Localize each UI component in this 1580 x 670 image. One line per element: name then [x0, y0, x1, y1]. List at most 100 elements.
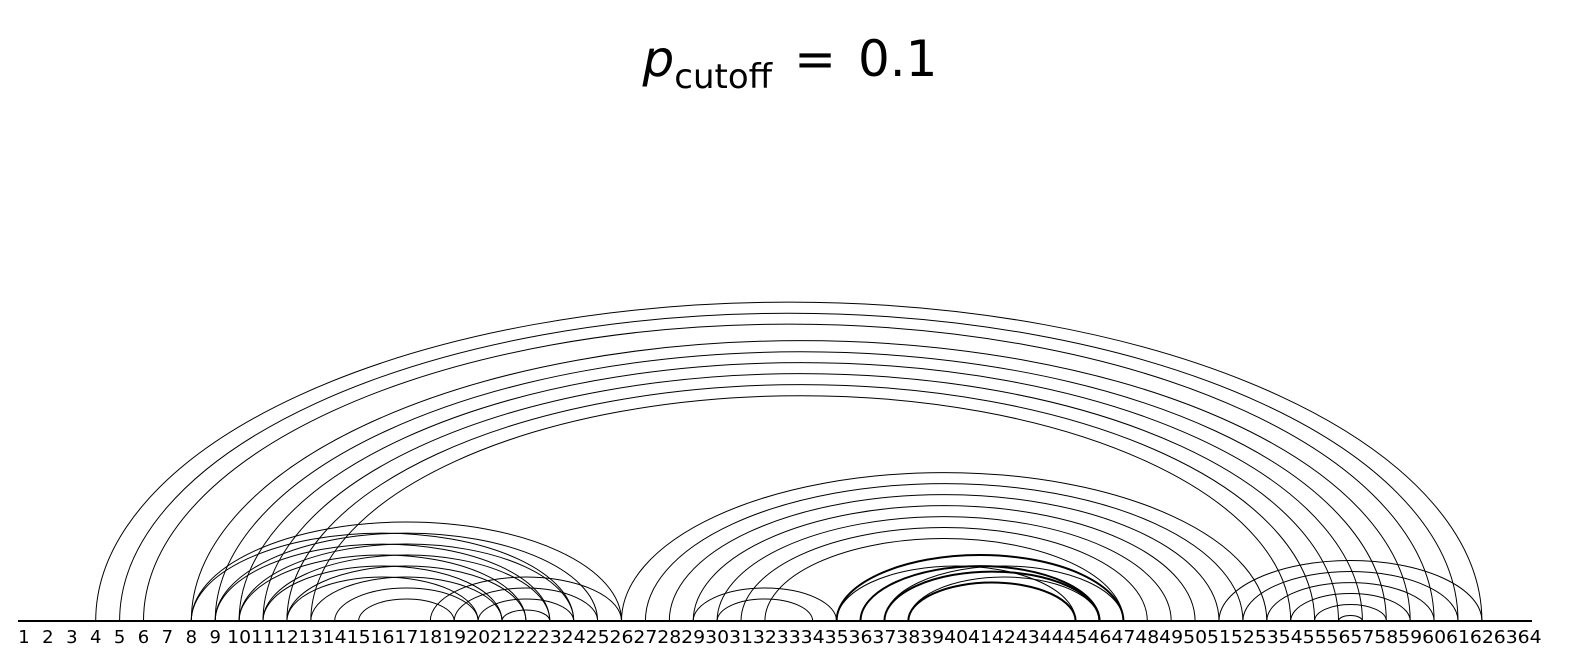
tick-label-23: 23	[538, 627, 562, 648]
tick-label-26: 26	[610, 627, 634, 648]
tick-label-10: 10	[227, 627, 251, 648]
tick-label-18: 18	[418, 627, 442, 648]
tick-label-55: 55	[1303, 627, 1327, 648]
tick-label-62: 62	[1470, 627, 1494, 648]
arc-11-56	[262, 373, 1339, 622]
arc-10-57	[238, 362, 1363, 622]
tick-label-36: 36	[849, 627, 873, 648]
arc-21-23	[501, 609, 551, 622]
tick-label-56: 56	[1327, 627, 1351, 648]
arc-20-24	[477, 598, 575, 622]
tick-label-53: 53	[1255, 627, 1279, 648]
tick-label-61: 61	[1446, 627, 1470, 648]
tick-label-28: 28	[657, 627, 681, 648]
tick-label-20: 20	[466, 627, 490, 648]
arc-51-62	[1218, 560, 1483, 622]
arc-27-52	[644, 483, 1244, 622]
tick-label-19: 19	[442, 627, 466, 648]
arc-13-21	[310, 576, 503, 622]
tick-label-40: 40	[944, 627, 968, 648]
tick-label-1: 1	[18, 627, 29, 648]
arc-12-20	[286, 576, 479, 622]
arc-18-26	[429, 576, 622, 622]
tick-label-11: 11	[251, 627, 275, 648]
tick-label-47: 47	[1111, 627, 1135, 648]
tick-label-6: 6	[138, 627, 149, 648]
arc-29-50	[692, 505, 1196, 622]
arc-10-22	[238, 554, 527, 622]
title-value: 0.1	[857, 30, 938, 88]
arc-30-49	[716, 516, 1172, 622]
tick-label-60: 60	[1422, 627, 1446, 648]
tick-label-58: 58	[1374, 627, 1398, 648]
tick-label-8: 8	[186, 627, 197, 648]
tick-label-64: 64	[1518, 627, 1542, 648]
tick-label-42: 42	[992, 627, 1016, 648]
tick-label-13: 13	[299, 627, 323, 648]
tick-label-43: 43	[1016, 627, 1040, 648]
bold-arc-37-46	[883, 570, 1101, 622]
arc-5-61	[119, 312, 1459, 622]
tick-label-5: 5	[114, 627, 125, 648]
tick-label-21: 21	[490, 627, 514, 648]
arc-9-23	[214, 543, 551, 622]
arc-4-62	[95, 301, 1483, 622]
arc-6-60	[143, 323, 1435, 622]
tick-label-29: 29	[681, 627, 705, 648]
arc-15-19	[358, 598, 455, 622]
tick-label-17: 17	[394, 627, 418, 648]
title-symbol: p	[642, 30, 675, 88]
tick-label-30: 30	[705, 627, 729, 648]
tick-label-41: 41	[968, 627, 992, 648]
arc-36-46	[860, 565, 1100, 622]
arc-52-61	[1242, 571, 1459, 622]
tick-label-44: 44	[1040, 627, 1064, 648]
arc-31-48	[740, 527, 1148, 622]
tick-label-12: 12	[275, 627, 299, 648]
arc-8-26	[190, 521, 622, 622]
tick-label-57: 57	[1350, 627, 1374, 648]
tick-label-3: 3	[66, 627, 77, 648]
tick-label-24: 24	[562, 627, 586, 648]
arc-9-25	[214, 532, 599, 622]
chart-title: pcutoff = 0.1	[0, 30, 1580, 97]
tick-label-49: 49	[1159, 627, 1183, 648]
arc-54-59	[1290, 593, 1411, 622]
arc-55-58	[1314, 604, 1387, 622]
arc-9-58	[214, 351, 1387, 622]
tick-label-7: 7	[162, 627, 173, 648]
tick-label-31: 31	[729, 627, 753, 648]
tick-label-46: 46	[1088, 627, 1112, 648]
tick-label-32: 32	[753, 627, 777, 648]
tick-label-16: 16	[371, 627, 395, 648]
arc-8-59	[190, 340, 1411, 622]
tick-labels: 1 2 3 4 5 6 7 8 9 10 11 12 13 14 15 16 17 18 19 20 21 22 23 24 2…	[18, 627, 1541, 648]
arc-8-24	[190, 532, 575, 622]
arc-28-51	[668, 494, 1220, 622]
tick-label-39: 39	[920, 627, 944, 648]
bold-arc-36-46	[859, 565, 1101, 622]
arc-10-24	[238, 543, 575, 622]
tick-label-27: 27	[633, 627, 657, 648]
tick-label-4: 4	[90, 627, 101, 648]
arc-12-22	[286, 565, 527, 622]
tick-label-52: 52	[1231, 627, 1255, 648]
tick-label-25: 25	[586, 627, 610, 648]
arc-11-21	[262, 565, 503, 622]
arc-19-25	[453, 587, 599, 622]
arc-53-60	[1266, 582, 1435, 622]
tick-label-9: 9	[209, 627, 220, 648]
arc-56-57	[1338, 615, 1363, 622]
tick-label-15: 15	[347, 627, 371, 648]
tick-label-35: 35	[825, 627, 849, 648]
tick-label-51: 51	[1207, 627, 1231, 648]
tick-label-22: 22	[514, 627, 538, 648]
arc-32-47	[764, 538, 1124, 622]
arcs-layer	[95, 301, 1483, 622]
arc-13-54	[310, 395, 1292, 622]
arc-35-45	[836, 565, 1077, 622]
arc-29-35	[692, 587, 838, 622]
tick-label-37: 37	[872, 627, 896, 648]
tick-label-45: 45	[1064, 627, 1088, 648]
